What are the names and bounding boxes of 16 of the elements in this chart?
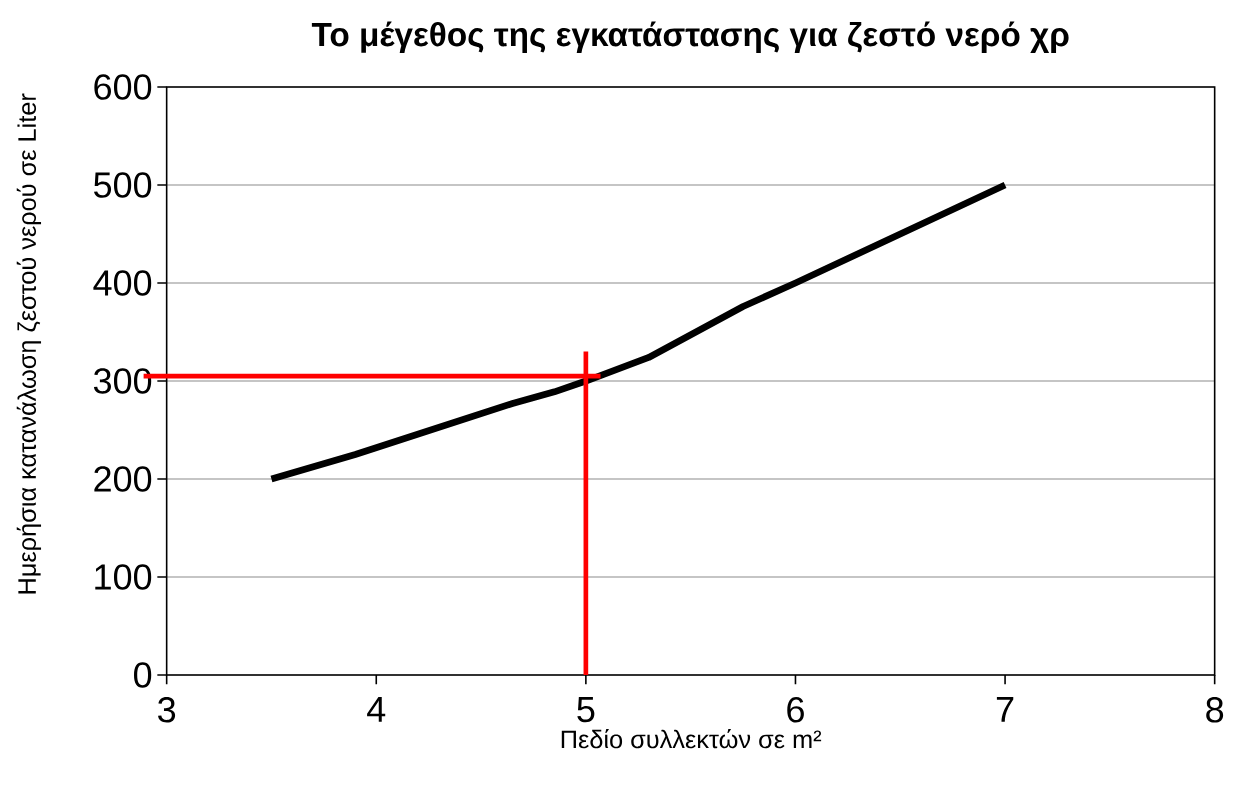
- x-tick-label: 5: [577, 697, 595, 723]
- x-tick-label: 8: [1206, 697, 1224, 723]
- x-tick-label: 4: [367, 697, 386, 722]
- y-axis-title: Ημερήσια κατανάλωση ζεστού νερού σε Liter: [16, 93, 42, 594]
- y-tick-label: 400: [93, 270, 152, 296]
- y-tick-label: 600: [94, 74, 152, 100]
- chart-title: Το μέγεθος της εγκατάστασης για ζεστό νερό χρ: [311, 21, 1069, 53]
- x-axis-title: Πεδίο συλλεκτών σε m²: [561, 729, 822, 749]
- x-tick-label: 7: [996, 697, 1014, 722]
- x-tick-label: 6: [787, 697, 804, 723]
- y-tick-label: 300: [93, 368, 152, 394]
- y-tick-label: 100: [95, 564, 152, 590]
- y-tick-label: 0: [134, 662, 152, 688]
- x-tick-label: 3: [158, 697, 176, 723]
- y-tick-label: 500: [94, 172, 152, 198]
- y-tick-label: 200: [94, 466, 152, 492]
